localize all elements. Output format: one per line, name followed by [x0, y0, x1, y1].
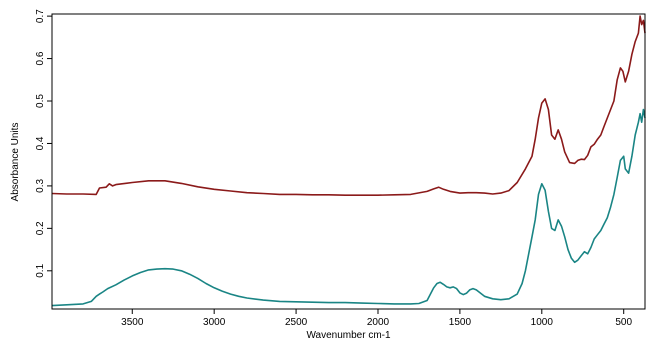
x-tick-label: 2500 — [285, 317, 308, 328]
y-tick-label: 0.4 — [35, 136, 46, 150]
x-tick-label: 1000 — [531, 317, 554, 328]
spectrum-line-1 — [51, 15, 646, 196]
y-axis-label: Absorbance Units — [10, 123, 21, 202]
x-tick-label: 500 — [615, 317, 632, 328]
x-tick-label: 2000 — [367, 317, 390, 328]
y-tick-label: 0.3 — [35, 179, 46, 193]
x-tick-label: 3000 — [203, 317, 226, 328]
x-axis: 3500 3000 2500 2000 1500 1000 500 — [121, 309, 632, 328]
series-layer — [51, 15, 646, 307]
y-tick-label: 0.1 — [35, 263, 46, 277]
x-axis-label: Wavenumber cm-1 — [306, 330, 391, 341]
y-tick-label: 0.6 — [35, 51, 46, 65]
plot-frame — [51, 13, 646, 310]
spectrum-line-2 — [51, 108, 646, 307]
y-tick-label: 0.5 — [35, 94, 46, 108]
x-tick-label: 1500 — [449, 317, 472, 328]
y-tick-label: 0.2 — [35, 221, 46, 235]
y-tick-label: 0.7 — [35, 9, 46, 23]
y-axis: 0.1 0.2 0.3 0.4 0.5 0.6 0.7 — [35, 9, 52, 278]
x-tick-label: 3500 — [121, 317, 144, 328]
